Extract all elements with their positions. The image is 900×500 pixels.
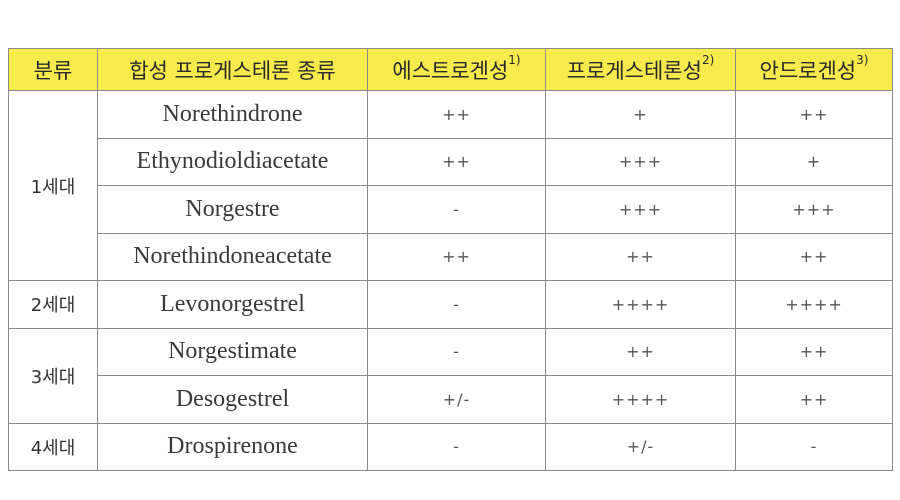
androgenic-value: ++	[735, 375, 893, 424]
drug-name: Drospirenone	[97, 422, 368, 471]
progestogenic-value: ++	[545, 232, 736, 281]
androgenic-value: -	[735, 422, 893, 471]
estrogenic-value: -	[367, 327, 546, 376]
table-row: Norgestre - +++ +++	[9, 185, 893, 234]
table-row: Desogestrel +/- ++++ ++	[9, 375, 893, 424]
header-drug: 합성 프로게스테론 종류	[97, 48, 368, 91]
header-progestogenic-label: 프로게스테론성	[566, 58, 702, 83]
table-row: Norethindoneacetate ++ ++ ++	[9, 232, 893, 281]
header-androgenic: 안드로겐성3)	[735, 48, 893, 91]
androgenic-value: ++	[735, 90, 893, 139]
estrogenic-value: -	[367, 422, 546, 471]
header-progestogenic: 프로게스테론성2)	[545, 48, 736, 91]
drug-name: Desogestrel	[97, 375, 368, 424]
generation-cell: 2세대	[8, 280, 98, 329]
header-category: 분류	[8, 48, 98, 91]
androgenic-value: ++	[735, 327, 893, 376]
header-estrogenic-label: 에스트로겐성	[392, 58, 509, 83]
footnote-marker: 3)	[856, 52, 869, 67]
header-estrogenic: 에스트로겐성1)	[367, 48, 546, 91]
generation-cell: 4세대	[8, 422, 98, 471]
drug-name: Levonorgestrel	[97, 280, 368, 329]
progestogenic-value: ++++	[545, 280, 736, 329]
generation-cell: 1세대	[8, 90, 98, 281]
table-row: 4세대 Drospirenone - +/- -	[8, 422, 893, 471]
table-row: Ethynodioldiacetate ++ +++ +	[9, 137, 893, 186]
table-row: 1세대 Norethindrone ++ + ++	[8, 90, 893, 281]
table-row: 3세대 Norgestimate - ++ ++	[8, 327, 893, 424]
header-androgenic-label: 안드로겐성	[759, 58, 857, 83]
estrogenic-value: ++	[367, 137, 546, 186]
footnote-marker: 1)	[508, 52, 521, 67]
progestogenic-value: +++	[545, 137, 736, 186]
footnote-marker: 2)	[701, 52, 715, 67]
progestin-comparison-table: 분류 합성 프로게스테론 종류 에스트로겐성1) 프로게스테론성2) 안드로겐성…	[8, 48, 893, 471]
drug-name: Norgestimate	[97, 327, 368, 376]
table-row: 2세대 Levonorgestrel - ++++ ++++	[8, 280, 893, 329]
estrogenic-value: ++	[367, 90, 546, 139]
estrogenic-value: -	[367, 185, 546, 234]
progestogenic-value: +++	[545, 185, 736, 234]
progestogenic-value: ++++	[545, 375, 736, 424]
drug-name: Ethynodioldiacetate	[97, 137, 368, 186]
androgenic-value: +	[735, 137, 893, 186]
progestogenic-value: +/-	[545, 422, 736, 471]
estrogenic-value: ++	[367, 232, 546, 281]
drug-name: Norethindrone	[97, 90, 368, 139]
drug-name: Norethindoneacetate	[97, 232, 368, 281]
generation-cell: 3세대	[8, 327, 98, 424]
androgenic-value: ++++	[735, 280, 893, 329]
header-row: 분류 합성 프로게스테론 종류 에스트로겐성1) 프로게스테론성2) 안드로겐성…	[8, 48, 893, 91]
estrogenic-value: -	[367, 280, 546, 329]
progestogenic-value: +	[545, 90, 736, 139]
drug-name: Norgestre	[97, 185, 368, 234]
estrogenic-value: +/-	[367, 375, 546, 424]
androgenic-value: +++	[735, 185, 893, 234]
progestogenic-value: ++	[545, 327, 736, 376]
androgenic-value: ++	[735, 232, 893, 281]
